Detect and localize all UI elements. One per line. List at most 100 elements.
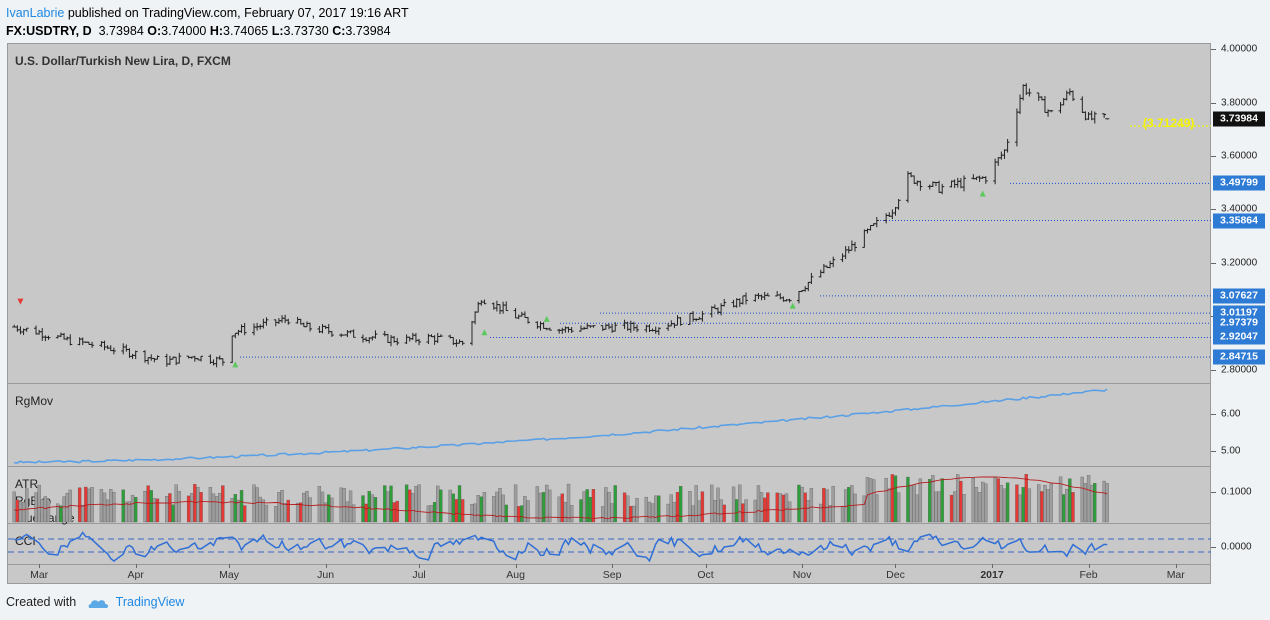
atr-bar — [34, 492, 38, 523]
atr-bar — [174, 484, 178, 523]
atr-bar — [654, 495, 658, 523]
x-axis-tick — [705, 564, 707, 568]
atr-bar — [1015, 484, 1019, 523]
atr-bar — [121, 489, 125, 523]
chart-header: IvanLabrie published on TradingView.com,… — [6, 4, 409, 40]
price-tick-label: 4.00000 — [1221, 43, 1258, 55]
x-axis-label: May — [219, 569, 239, 581]
atr-bar — [62, 496, 66, 523]
price-tick-label: 3.40000 — [1221, 203, 1258, 215]
atr-bar — [847, 487, 851, 523]
atr-bar — [803, 492, 807, 523]
atr-bar — [373, 497, 378, 523]
atr-bar — [258, 496, 262, 523]
atr-bar — [1005, 482, 1010, 523]
atr-bar — [470, 504, 474, 523]
atr-bar — [1037, 484, 1041, 523]
atr-bar — [152, 498, 157, 523]
price-tick-label: 2.80000 — [1221, 364, 1258, 376]
atr-bar — [840, 505, 845, 523]
x-axis-tick — [612, 564, 614, 568]
x-axis-tick — [135, 564, 137, 568]
atr-bar — [520, 505, 524, 523]
atr-bar — [931, 475, 935, 523]
tradingview-logo-icon[interactable] — [88, 597, 110, 609]
price-tick-label: 3.60000 — [1221, 150, 1258, 162]
atr-bar — [1071, 492, 1075, 523]
footer: Created with TradingView — [6, 595, 184, 609]
atr-bar — [18, 501, 23, 523]
atr-bar — [448, 489, 452, 523]
atr-bar — [236, 499, 241, 523]
atr-bar — [87, 488, 91, 523]
rgmov-panel[interactable] — [7, 383, 1211, 467]
atr-bar — [411, 493, 415, 523]
atr-bar — [295, 502, 300, 523]
atr-bar — [962, 494, 966, 523]
atr-bar — [1046, 489, 1050, 523]
atr-bar — [149, 490, 153, 523]
atr-bar — [1105, 483, 1109, 523]
atr-bar — [255, 487, 259, 523]
level-price-label: 3.49799 — [1213, 175, 1265, 191]
atr-bar — [828, 505, 832, 523]
atr-bar — [327, 494, 331, 523]
y-axis-tick — [1211, 451, 1216, 453]
atr-bar — [492, 496, 496, 523]
x-axis-tick — [39, 564, 41, 568]
level-price-label: 2.84715 — [1213, 349, 1265, 365]
atr-bar — [81, 504, 85, 523]
atr-bar — [218, 493, 222, 523]
atr-bar — [825, 489, 829, 523]
atr-bar — [971, 478, 975, 523]
atr-bar — [716, 487, 720, 523]
atr-bar — [744, 499, 748, 523]
atr-bar — [482, 492, 487, 523]
atr-bar — [1086, 475, 1091, 523]
atr-bar — [1049, 483, 1053, 523]
tradingview-brand-link[interactable]: TradingView — [115, 595, 185, 609]
sell-signal-marker — [17, 298, 24, 305]
atr-bar — [457, 485, 462, 523]
atr-bar — [25, 488, 29, 523]
atr-bar — [579, 499, 583, 523]
atr-bar — [221, 485, 225, 523]
y-axis-tick — [1211, 547, 1216, 548]
atr-bar — [214, 496, 219, 523]
x-axis-label: Jul — [412, 569, 426, 581]
x-axis-label: Dec — [886, 569, 905, 581]
atr-bar — [956, 474, 960, 523]
y-axis-tick — [1211, 102, 1216, 104]
rgmov-tick-label: 5.00 — [1221, 445, 1241, 457]
atr-bar — [610, 503, 614, 523]
time-axis-strip[interactable] — [7, 564, 1211, 584]
atr-bar — [513, 484, 518, 523]
atr-bar — [517, 506, 521, 523]
x-axis-tick — [229, 564, 231, 568]
y-axis-tick — [1211, 49, 1216, 51]
atr-bar — [781, 494, 786, 523]
atr-bar — [102, 492, 107, 523]
atr-bar — [800, 486, 804, 523]
atr-bar — [389, 485, 393, 523]
x-axis-label: Oct — [697, 569, 714, 581]
atr-bar — [302, 492, 306, 523]
open-label: O: — [147, 24, 162, 38]
author-link[interactable]: IvanLabrie — [6, 6, 65, 20]
atr-bar — [417, 484, 421, 523]
rgmov-label: RgMov — [15, 394, 54, 408]
x-axis-tick — [325, 564, 327, 568]
atr-bar — [993, 477, 997, 523]
x-axis-tick — [515, 564, 517, 568]
atr-bar — [352, 504, 356, 523]
atr-tick-label: 0.1000 — [1221, 486, 1252, 498]
atr-bar — [286, 499, 290, 523]
level-price-label: 3.35864 — [1213, 213, 1265, 229]
atr-bar — [308, 497, 312, 523]
atr-bar — [361, 495, 365, 523]
atr-bar — [872, 479, 876, 523]
atr-bar — [868, 478, 873, 523]
atr-bar — [280, 490, 284, 523]
x-axis-tick — [1175, 564, 1177, 568]
atr-bar — [12, 491, 16, 523]
